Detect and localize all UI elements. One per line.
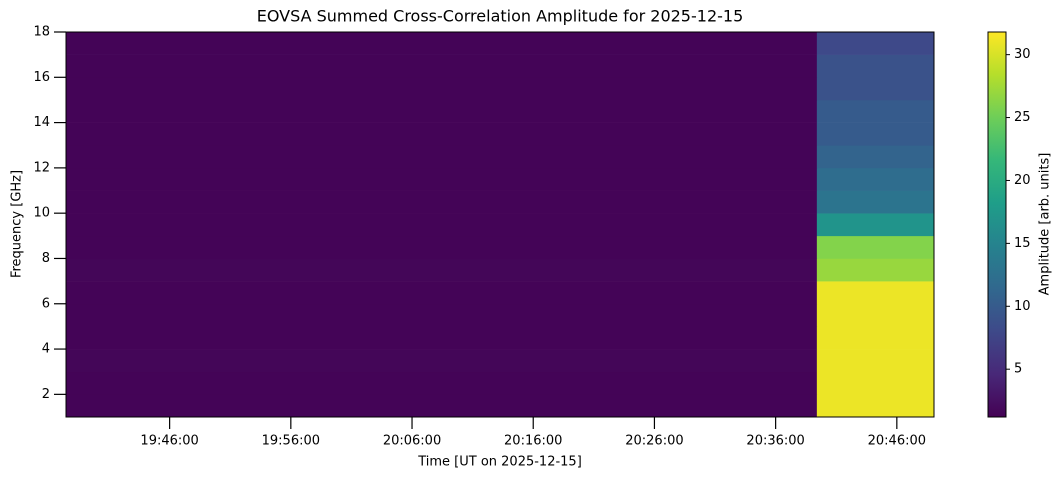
heatmap-cell xyxy=(816,213,935,237)
colorbar-tick-label: 20 xyxy=(1014,173,1031,188)
heatmap-cell xyxy=(66,326,818,350)
colorbar-tick-label: 25 xyxy=(1014,110,1031,125)
heatmap-cell xyxy=(816,122,935,146)
x-tick-label: 20:06:00 xyxy=(383,434,441,449)
heatmap-cell xyxy=(816,303,935,327)
x-tick-label: 20:26:00 xyxy=(625,434,683,449)
heatmap-cell xyxy=(66,281,818,305)
heatmap-cell xyxy=(816,77,935,101)
colorbar-tick-label: 10 xyxy=(1014,299,1031,314)
heatmap-cell xyxy=(816,371,935,395)
heatmap-cell xyxy=(816,349,935,373)
heatmap-cell xyxy=(66,167,818,191)
y-tick-label: 18 xyxy=(33,25,50,40)
x-tick-label: 19:56:00 xyxy=(262,434,320,449)
x-tick-label: 20:46:00 xyxy=(868,434,926,449)
heatmap-cell xyxy=(66,99,818,123)
heatmap-cell xyxy=(66,122,818,146)
y-tick-label: 4 xyxy=(42,342,50,357)
x-tick-label: 20:16:00 xyxy=(504,434,562,449)
heatmap-cell xyxy=(816,190,935,214)
heatmap-cell xyxy=(66,303,818,327)
heatmap-cell xyxy=(66,213,818,237)
heatmap-cell xyxy=(66,190,818,214)
y-tick-label: 10 xyxy=(33,206,50,221)
heatmap-cell xyxy=(66,349,818,373)
heatmap-cell xyxy=(66,394,818,418)
heatmap-cell xyxy=(816,235,935,259)
y-tick-label: 2 xyxy=(42,387,50,402)
heatmap-cell xyxy=(816,326,935,350)
plot-frame xyxy=(65,31,935,418)
heatmap-cell xyxy=(816,32,935,55)
heatmap-cell xyxy=(66,145,818,169)
heatmap-cell xyxy=(816,281,935,305)
x-axis-label: Time [UT on 2025-12-15] xyxy=(417,455,582,470)
y-tick-label: 12 xyxy=(33,160,50,175)
heatmap-cell xyxy=(816,99,935,123)
heatmap-cell xyxy=(816,54,935,78)
heatmap-cell xyxy=(66,32,818,55)
colorbar-label: Amplitude [arb. units] xyxy=(1038,153,1053,296)
heatmap-cell xyxy=(66,371,818,395)
heatmap-cell xyxy=(66,54,818,78)
y-axis-label: Frequency [GHz] xyxy=(10,170,25,278)
heatmap-cell xyxy=(66,235,818,259)
y-tick-label: 16 xyxy=(33,70,50,85)
y-tick-label: 6 xyxy=(42,296,50,311)
heatmap-cell xyxy=(816,258,935,282)
heatmap-cell xyxy=(816,394,935,418)
colorbar-tick-label: 15 xyxy=(1014,236,1031,251)
colorbar-tick-label: 30 xyxy=(1014,47,1031,62)
heatmap-cell xyxy=(66,77,818,101)
chart-title: EOVSA Summed Cross-Correlation Amplitude… xyxy=(257,7,744,26)
colorbar-tick-label: 5 xyxy=(1014,362,1022,377)
x-tick-label: 20:36:00 xyxy=(746,434,804,449)
heatmap-cell xyxy=(816,167,935,191)
y-tick-label: 8 xyxy=(42,251,50,266)
heatmap-cell xyxy=(816,145,935,169)
x-tick-label: 19:46:00 xyxy=(140,434,198,449)
heatmap-cell xyxy=(66,258,818,282)
y-tick-label: 14 xyxy=(33,115,50,130)
colorbar xyxy=(987,31,1007,418)
